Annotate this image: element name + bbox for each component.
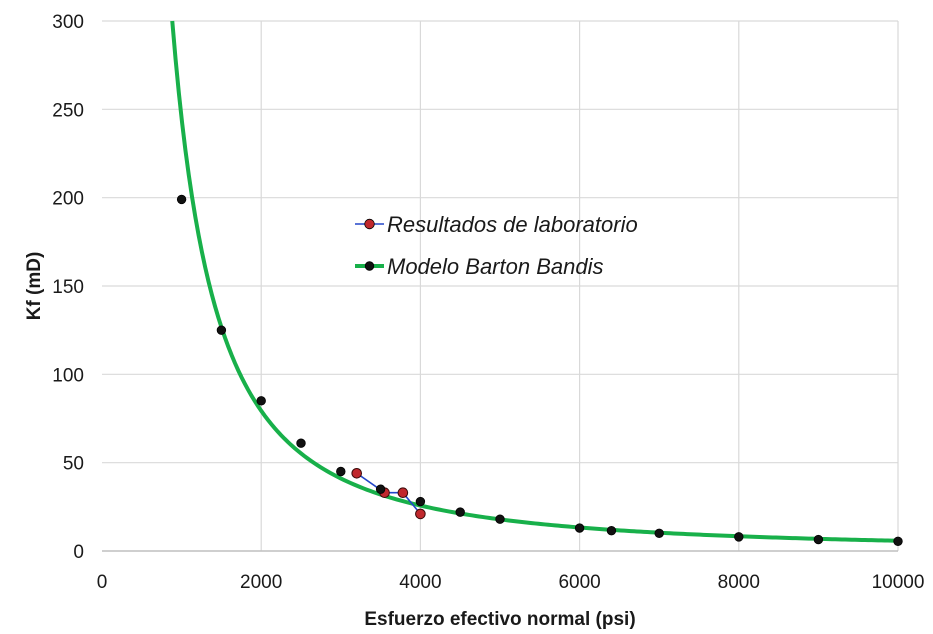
series-line-resultados — [356, 472, 422, 515]
x-tick-label: 8000 — [718, 572, 760, 593]
data-point-barton-bandis — [654, 528, 664, 539]
y-tick-label: 300 — [52, 12, 84, 33]
data-point-barton-bandis — [296, 438, 306, 448]
data-point-barton-bandis — [415, 496, 426, 507]
data-point-barton-bandis — [893, 536, 903, 546]
x-axis-title: Esfuerzo efectivo normal (psi) — [364, 609, 635, 630]
data-point-barton-bandis — [375, 484, 386, 494]
tick-labels: 0 50 100 150 200 250 300 0 2000 4000 6000 8000 10000 — [52, 12, 924, 593]
data-point-barton-bandis — [256, 396, 266, 406]
y-tick-label: 50 — [63, 454, 84, 475]
x-tick-label: 10000 — [872, 572, 925, 593]
x-tick-label: 0 — [97, 572, 108, 593]
x-tick-label: 2000 — [240, 572, 282, 593]
series — [170, 20, 903, 546]
legend-marker-resultados — [364, 218, 375, 230]
data-point-barton-bandis — [495, 514, 505, 524]
data-point-resultados — [351, 467, 363, 479]
y-tick-label: 200 — [52, 189, 84, 210]
data-point-barton-bandis — [336, 466, 346, 477]
legend-item-resultados: Resultados de laboratorio — [355, 212, 638, 237]
y-tick-label: 0 — [73, 542, 84, 563]
data-point-barton-bandis — [176, 194, 187, 205]
y-axis-title: Kf (mD) — [24, 252, 45, 321]
x-tick-label: 6000 — [558, 572, 600, 593]
data-point-barton-bandis — [734, 532, 744, 542]
y-tick-label: 250 — [52, 100, 84, 121]
data-point-resultados — [397, 487, 409, 499]
legend-label-resultados: Resultados de laboratorio — [387, 212, 638, 237]
legend-item-barton-bandis: Modelo Barton Bandis — [355, 254, 603, 279]
data-point-barton-bandis — [216, 325, 227, 335]
y-tick-label: 150 — [52, 277, 84, 298]
legend-label-barton-bandis: Modelo Barton Bandis — [387, 254, 603, 279]
data-point-barton-bandis — [455, 507, 465, 517]
data-point-barton-bandis — [574, 523, 585, 533]
grid — [102, 20, 899, 551]
y-tick-label: 100 — [52, 365, 84, 386]
legend: Resultados de laboratorio Modelo Barton … — [355, 212, 638, 279]
data-point-barton-bandis — [813, 534, 824, 545]
data-point-barton-bandis — [606, 525, 617, 536]
data-point-resultados — [415, 508, 426, 520]
series-line-barton-bandis — [170, 20, 899, 543]
x-tick-label: 4000 — [399, 572, 441, 593]
legend-marker-barton-bandis — [364, 261, 375, 271]
